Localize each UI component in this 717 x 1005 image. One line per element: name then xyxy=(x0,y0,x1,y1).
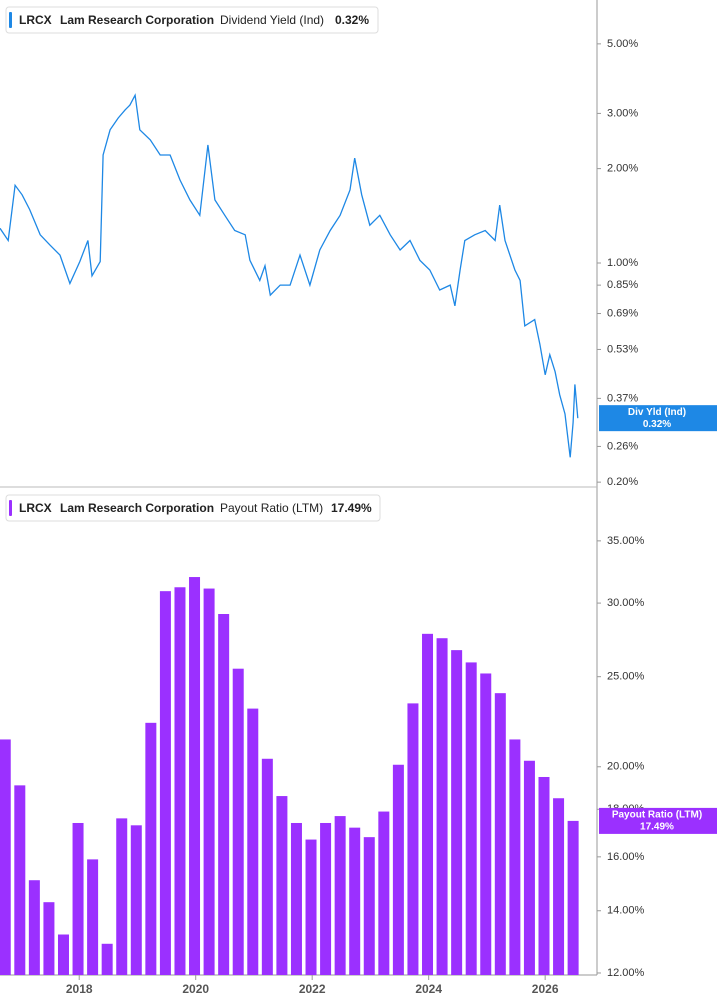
value-tag-label: Payout Ratio (LTM) xyxy=(612,810,702,821)
legend: LRCX Lam Research Corporation Dividend Y… xyxy=(5,6,379,34)
y-tick-label: 2.00% xyxy=(607,163,638,175)
bar xyxy=(290,822,302,975)
bar xyxy=(349,827,361,975)
bar xyxy=(378,811,390,975)
y-tick-label: 5.00% xyxy=(607,38,638,50)
y-tick-label: 35.00% xyxy=(607,535,645,547)
bar xyxy=(232,668,244,975)
x-tick-label: 2024 xyxy=(415,982,442,996)
bar xyxy=(145,722,157,975)
y-tick-label: 14.00% xyxy=(607,905,645,917)
value-tag-value: 17.49% xyxy=(640,822,674,833)
x-tick-label: 2026 xyxy=(532,982,559,996)
bar xyxy=(538,776,550,975)
value-tag-value: 0.32% xyxy=(643,419,671,430)
legend-ticker: LRCX xyxy=(19,501,52,515)
legend: LRCX Lam Research Corporation Payout Rat… xyxy=(5,494,381,522)
legend-series: Dividend Yield (Ind) xyxy=(220,13,324,27)
legend-box xyxy=(5,494,381,522)
bar xyxy=(451,650,463,975)
x-tick-label: 2022 xyxy=(299,982,326,996)
legend-series: Payout Ratio (LTM) xyxy=(220,501,323,515)
y-tick-label: 16.00% xyxy=(607,851,645,863)
bar xyxy=(436,638,448,975)
legend-company: Lam Research Corporation xyxy=(60,13,214,27)
bar xyxy=(334,816,346,975)
bar xyxy=(465,662,477,975)
bar xyxy=(174,587,186,975)
bar xyxy=(189,577,201,975)
value-tag xyxy=(599,405,717,432)
y-tick-label: 0.53% xyxy=(607,343,638,355)
y-tick-label: 25.00% xyxy=(607,671,645,683)
legend-value: 17.49% xyxy=(331,501,372,515)
bar xyxy=(320,822,332,975)
y-tick-label: 0.69% xyxy=(607,307,638,319)
bar xyxy=(305,839,317,975)
bar xyxy=(509,739,521,975)
y-tick-label: 0.26% xyxy=(607,440,638,452)
legend-swatch xyxy=(9,12,12,28)
x-tick-label: 2018 xyxy=(66,982,93,996)
bar xyxy=(363,837,375,975)
bar xyxy=(276,796,288,975)
bar xyxy=(130,825,142,975)
line xyxy=(0,93,579,458)
y-tick-label: 20.00% xyxy=(607,761,645,773)
bar xyxy=(392,764,404,975)
x-tick-label: 2020 xyxy=(182,982,209,996)
bar xyxy=(407,703,419,975)
bar xyxy=(422,633,434,975)
bar xyxy=(0,739,11,975)
value-tag-label: Div Yld (Ind) xyxy=(628,407,686,418)
legend-value: 0.32% xyxy=(335,13,369,27)
bar xyxy=(101,943,113,975)
bar xyxy=(87,859,99,975)
legend-company: Lam Research Corporation xyxy=(60,501,214,515)
bar xyxy=(159,591,171,975)
bar xyxy=(116,818,128,975)
y-tick-label: 3.00% xyxy=(607,107,638,119)
legend-box xyxy=(5,6,379,34)
bar xyxy=(523,760,535,975)
bar xyxy=(14,785,26,975)
y-tick-label: 0.37% xyxy=(607,392,638,404)
bar xyxy=(28,880,40,975)
bar xyxy=(57,934,69,975)
bar xyxy=(247,708,259,975)
value-tag xyxy=(599,807,717,834)
bar xyxy=(72,822,84,975)
y-tick-label: 0.85% xyxy=(607,279,638,291)
bar xyxy=(203,588,215,975)
y-tick-label: 30.00% xyxy=(607,597,645,609)
bar xyxy=(43,902,55,975)
legend-swatch xyxy=(9,500,12,516)
bar xyxy=(261,758,273,975)
legend-ticker: LRCX xyxy=(19,13,52,27)
y-tick-label: 0.20% xyxy=(607,476,638,488)
bar xyxy=(480,673,492,975)
bar xyxy=(218,614,230,975)
bar xyxy=(494,693,506,975)
bar xyxy=(553,798,565,975)
y-tick-label: 12.00% xyxy=(607,967,645,979)
y-tick-label: 1.00% xyxy=(607,257,638,269)
bar xyxy=(567,820,579,975)
